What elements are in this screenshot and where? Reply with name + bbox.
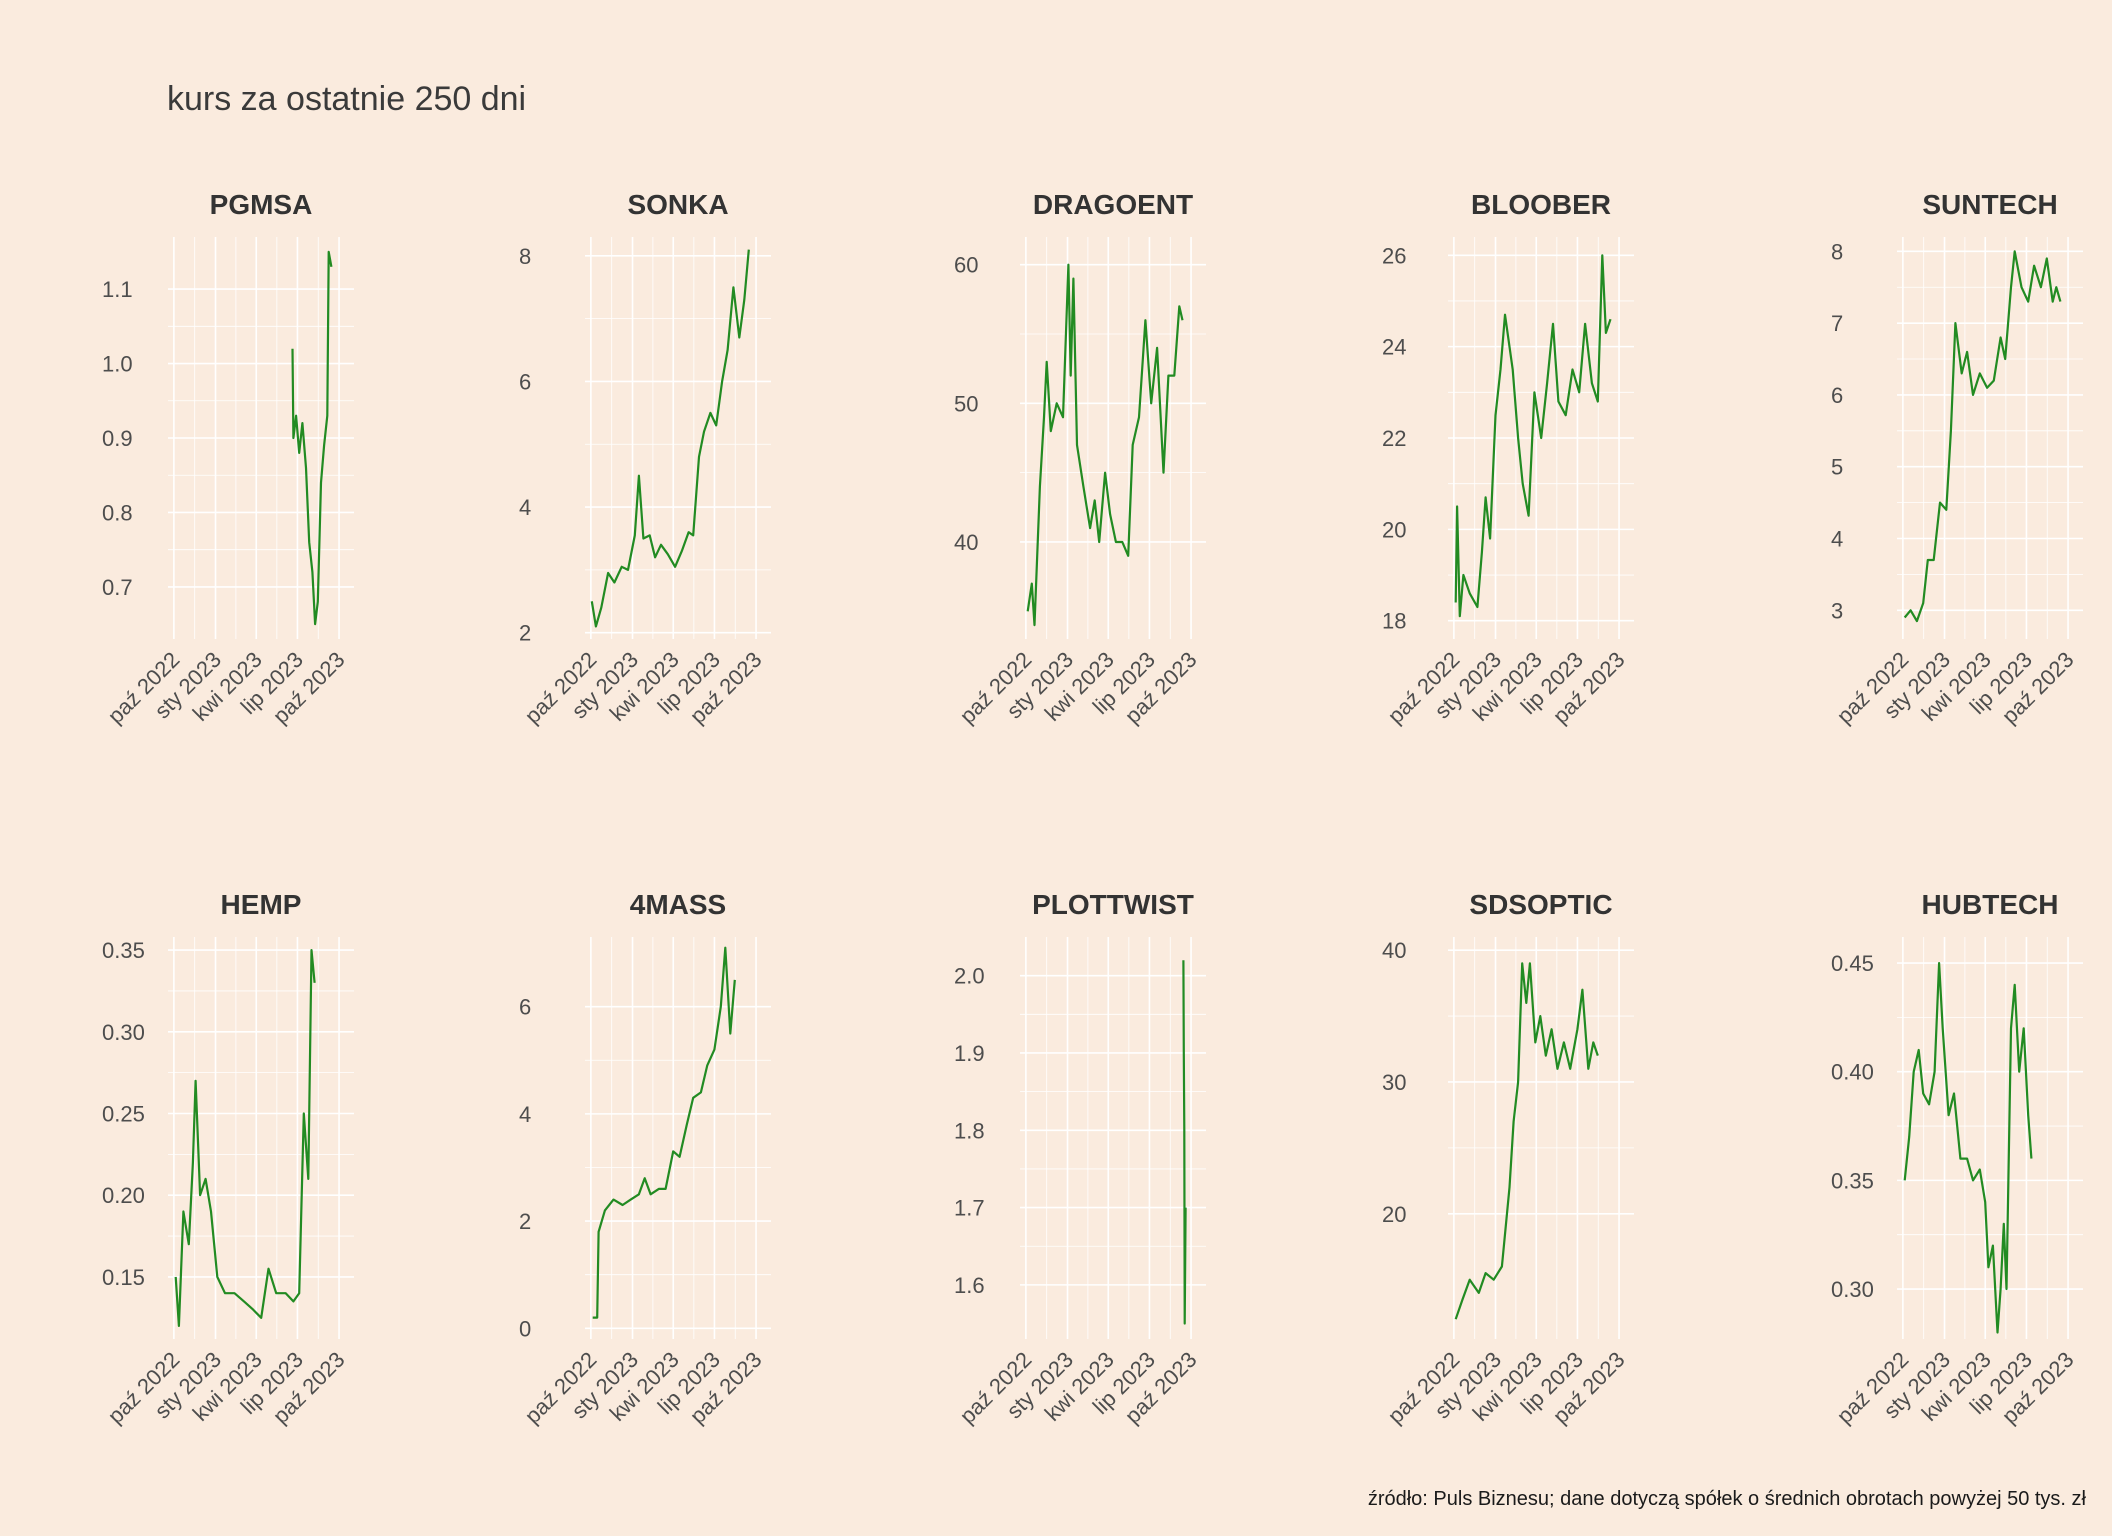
y-tick-label: 30 [1382,1070,1406,1095]
y-tick-label: 6 [519,369,531,394]
y-tick-label: 1.9 [954,1041,985,1066]
y-tick-label: 3 [1831,598,1843,623]
chart-caption: źródło: Puls Biznesu; dane dotyczą spółe… [1368,1488,2087,1510]
y-tick-label: 40 [1382,938,1406,963]
series-line [291,250,333,626]
y-tick-label: 4 [519,1102,531,1127]
y-tick-label: 1.0 [102,352,133,377]
chart-title: kurs za ostatnie 250 dni [167,80,526,118]
y-tick-label: 8 [519,244,531,269]
series-line [1903,250,2062,623]
y-tick-label: 0.7 [102,575,133,600]
y-tick-label: 0.25 [102,1101,145,1126]
y-tick-label: 26 [1382,243,1406,268]
y-tick-label: 0.40 [1831,1060,1874,1085]
panel-title: BLOOBER [1471,189,1611,220]
y-tick-label: 2 [519,1209,531,1234]
y-tick-label: 0.30 [102,1020,145,1045]
series-line [174,948,316,1328]
y-tick-label: 2.0 [954,964,985,989]
y-tick-label: 0.35 [1831,1168,1874,1193]
series-line [590,249,750,628]
y-tick-label: 0.35 [102,938,145,963]
series-line [1454,254,1612,618]
y-tick-label: 0.8 [102,500,133,525]
panel-title: HUBTECH [1922,889,2059,920]
series-line [1182,960,1187,1325]
y-tick-label: 0.30 [1831,1277,1874,1302]
y-tick-label: 0.45 [1831,951,1874,976]
y-tick-label: 20 [1382,1202,1406,1227]
y-tick-label: 22 [1382,426,1406,451]
y-tick-label: 0.15 [102,1265,145,1290]
panel-title: PLOTTWIST [1032,889,1194,920]
y-tick-label: 5 [1831,455,1843,480]
y-tick-label: 40 [954,530,978,555]
panel-title: SDSOPTIC [1469,889,1612,920]
y-tick-label: 6 [1831,383,1843,408]
series-line [1026,263,1184,627]
y-tick-label: 0 [519,1316,531,1341]
y-tick-label: 50 [954,391,978,416]
y-tick-label: 8 [1831,239,1843,264]
panel-title: SUNTECH [1922,189,2057,220]
panel-title: PGMSA [210,189,313,220]
y-tick-label: 0.9 [102,426,133,451]
y-tick-label: 2 [519,621,531,646]
panel-title: DRAGOENT [1033,189,1193,220]
y-tick-label: 7 [1831,311,1843,336]
y-tick-label: 1.6 [954,1273,985,1298]
panel-title: HEMP [221,889,302,920]
panel-title: SONKA [627,189,728,220]
y-tick-label: 18 [1382,609,1406,634]
y-tick-label: 1.8 [954,1118,985,1143]
y-tick-label: 4 [519,495,531,520]
panel-title: 4MASS [630,889,726,920]
y-tick-label: 1.1 [102,277,133,302]
series-line [1903,961,2033,1334]
y-tick-label: 20 [1382,517,1406,542]
y-tick-label: 6 [519,995,531,1020]
y-tick-label: 1.7 [954,1196,985,1221]
y-tick-label: 60 [954,253,978,278]
series-line [592,946,736,1319]
y-tick-label: 24 [1382,335,1406,360]
y-tick-label: 0.20 [102,1183,145,1208]
series-line [1454,962,1599,1320]
y-tick-label: 4 [1831,527,1843,552]
